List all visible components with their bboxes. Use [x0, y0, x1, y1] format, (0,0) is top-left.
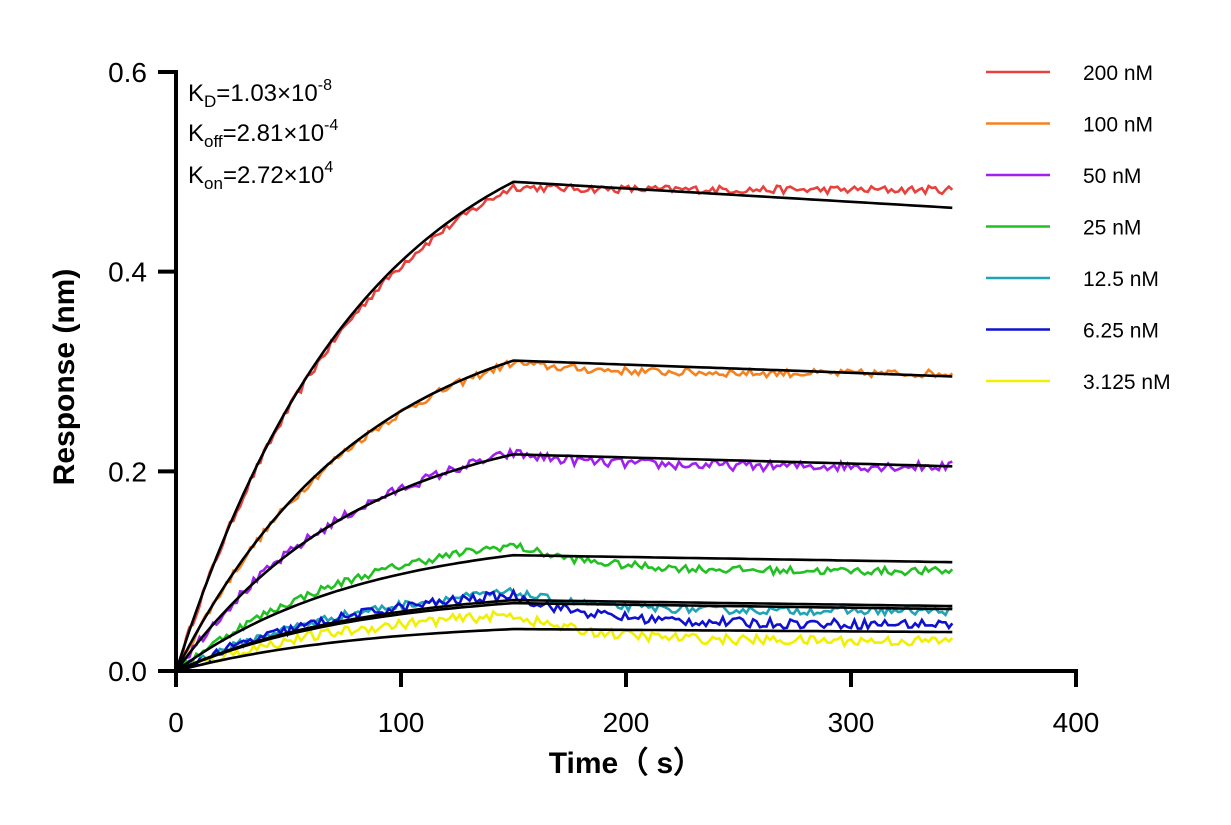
legend-label-5: 6.25 nM	[1083, 320, 1159, 343]
series-line-0	[174, 182, 954, 672]
kon-value: =2.72×10	[223, 162, 324, 189]
y-axis-title: Response (nm)	[48, 269, 81, 486]
kd-value: =1.03×10	[216, 80, 317, 107]
kon-symbol: K	[188, 162, 204, 189]
koff-annotation: Koff=2.81×10-4	[188, 117, 338, 151]
koff-exponent: -4	[324, 117, 338, 134]
fit-line-1	[174, 359, 953, 672]
ticks: 0 100 200 300 400 0.0 0.2 0.4 0.6	[108, 57, 1099, 738]
x-tick-label: 400	[1053, 707, 1100, 738]
x-axis-title: Time（ s）	[549, 746, 704, 780]
fit-line-4	[175, 598, 953, 673]
legend-label-6: 3.125 nM	[1083, 371, 1171, 394]
y-tick-label: 0.6	[108, 57, 147, 88]
legend-label-2: 50 nM	[1083, 165, 1141, 188]
legend-label-4: 12.5 nM	[1083, 268, 1159, 291]
koff-value: =2.81×10	[223, 120, 324, 147]
koff-subscript: off	[204, 132, 223, 151]
fit-line-2	[174, 453, 953, 672]
y-tick-label: 0.2	[108, 456, 147, 487]
legend-label-3: 25 nM	[1083, 217, 1141, 240]
fit-line-3	[175, 553, 953, 673]
kon-subscript: on	[204, 174, 223, 193]
kd-symbol: K	[188, 80, 204, 107]
fit-line-6	[175, 627, 953, 673]
kon-annotation: Kon=2.72×104	[188, 159, 333, 193]
x-tick-label: 0	[168, 707, 184, 738]
legend-label-0: 200 nM	[1083, 62, 1153, 85]
x-tick-label: 100	[378, 707, 425, 738]
y-tick-label: 0.4	[108, 257, 147, 288]
kd-exponent: -8	[318, 77, 332, 94]
kinetic-constants: KD=1.03×10-8 Koff=2.81×10-4 Kon=2.72×104	[188, 77, 338, 193]
fit-line-5	[175, 601, 953, 673]
kd-subscript: D	[204, 92, 216, 111]
plot-area	[174, 180, 954, 673]
series-line-6	[175, 609, 954, 673]
kon-exponent: 4	[324, 159, 333, 176]
x-tick-label: 300	[828, 707, 875, 738]
legend: 200 nM 100 nM 50 nM 25 nM 12.5 nM 6.25 nM 3.12…	[986, 62, 1171, 394]
fit-line-0	[174, 180, 953, 672]
x-tick-label: 200	[603, 707, 650, 738]
y-tick-label: 0.0	[108, 656, 147, 687]
series-line-3	[175, 541, 954, 673]
koff-symbol: K	[188, 120, 204, 147]
kd-annotation: KD=1.03×10-8	[188, 77, 332, 111]
legend-label-1: 100 nM	[1083, 114, 1153, 137]
